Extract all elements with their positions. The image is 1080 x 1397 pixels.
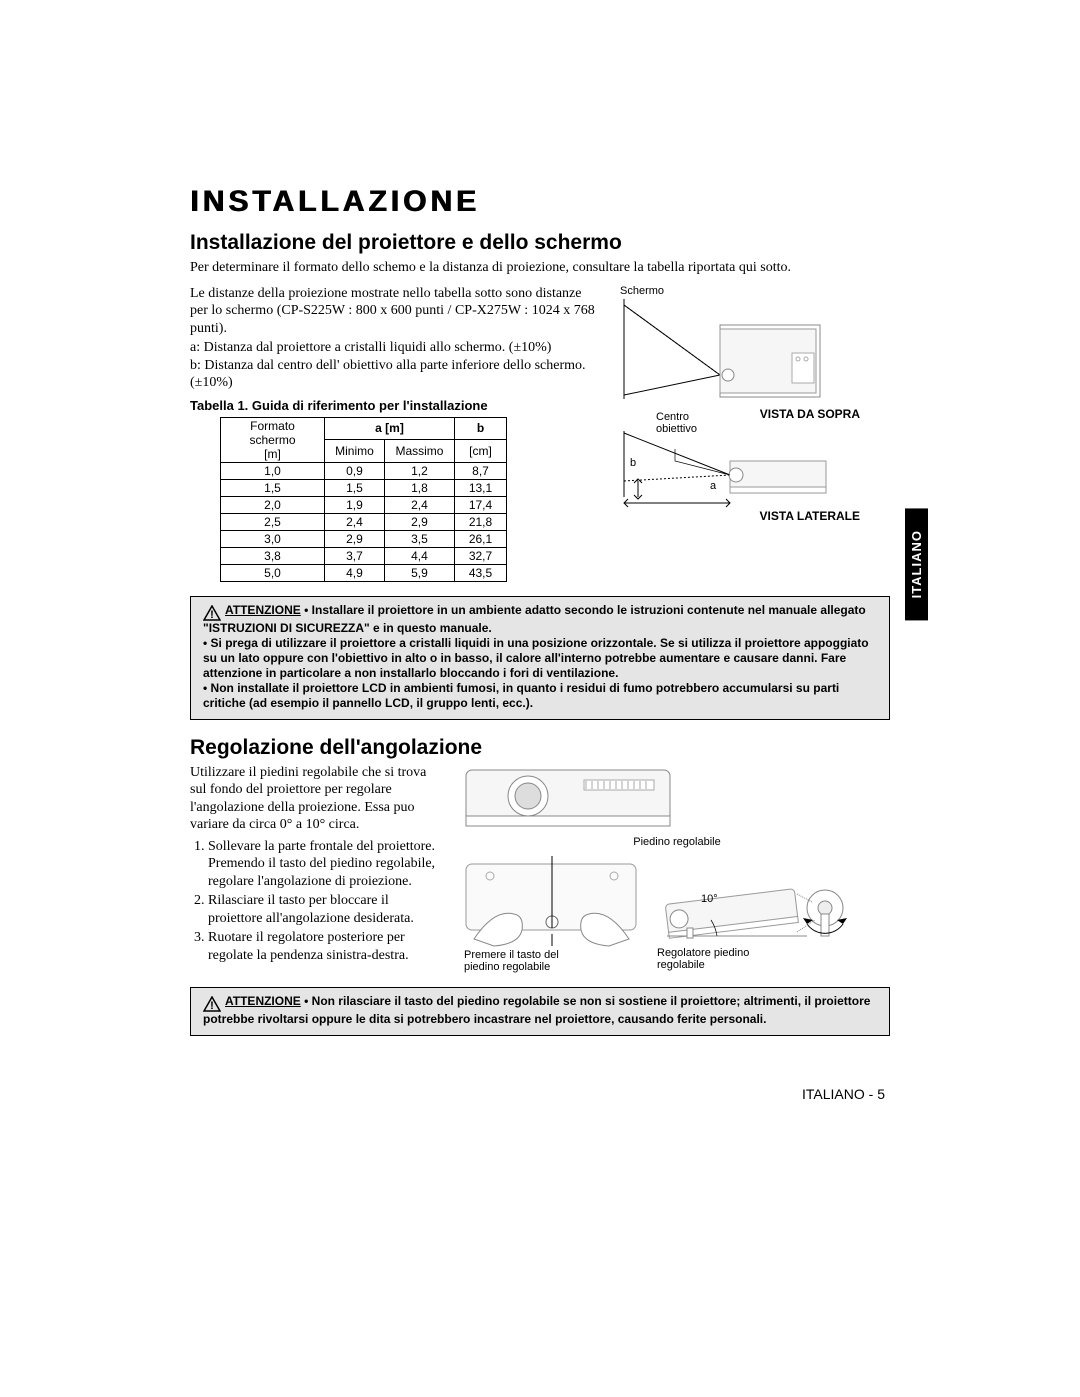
th-format-l2: [m] [264,447,281,461]
angle-text: Utilizzare il piedini regolabile che si … [190,764,440,967]
table-row: 2,52,42,921,8 [221,513,507,530]
section1-columns: Le distanze della proiezione mostrate ne… [190,285,890,582]
page-footer: ITALIANO - 5 [802,1086,885,1102]
warn2-prefix: ATTENZIONE [225,994,301,1008]
warn1-text: • Installare il proiettore in un ambient… [203,603,869,710]
dim-b-label: b [630,457,636,469]
section1-right: Schermo VISTA DA SOPRA [620,285,890,523]
projector-front-fig [464,764,674,834]
section1-left: Le distanze della proiezione mostrate ne… [190,285,602,582]
warning-box-2: ! ATTENZIONE • Non rilasciare il tasto d… [190,987,890,1036]
th-b1: b [477,421,484,435]
th-format-l1: Formato schermo [249,419,295,447]
table-row: 5,04,95,943,5 [221,564,507,581]
rear-adj-l1: Regolatore piedino [657,947,847,959]
warning-icon: ! [203,996,221,1012]
side-view-diagram [620,431,880,509]
section1-intro: Per determinare il formato dello schemo … [190,259,890,277]
th-b2: [cm] [455,440,507,463]
svg-text:!: ! [210,609,214,621]
th-max: Massimo [384,440,454,463]
dim-a-label: a [710,480,716,492]
angle-step-3: Ruotare il regolatore posteriore per reg… [208,929,440,964]
side-view-label: VISTA LATERALE [620,509,860,523]
table-row: 1,00,91,28,7 [221,462,507,479]
table-row: 3,02,93,526,1 [221,530,507,547]
warning-icon: ! [203,605,221,621]
section2-title: Regolazione dell'angolazione [190,736,890,760]
section1-title: Installazione del proiettore e dello sch… [190,231,890,255]
main-title: INSTALLAZIONE [190,185,890,219]
section1-para2c: b: Distanza dal centro dell' obiettivo a… [190,357,602,392]
language-tab: ITALIANO [905,508,928,620]
angle-intro: Utilizzare il piedini regolabile che si … [190,764,440,834]
angle-step-1: Sollevare la parte frontale del proietto… [208,838,440,891]
angle-row: Utilizzare il piedini regolabile che si … [190,764,890,973]
warn1-prefix: ATTENZIONE [225,603,301,617]
angle-side-fig: 10° Regolatore piedino regolabile [657,854,847,971]
th-min: Minimo [325,440,385,463]
svg-text:!: ! [210,1000,214,1012]
warn2-text: • Non rilasciare il tasto del piedino re… [203,994,870,1026]
table-row: 2,01,92,417,4 [221,496,507,513]
table-row: 1,51,51,813,1 [221,479,507,496]
press-btn-l1: Premere il tasto del [464,949,639,961]
press-button-fig: Premere il tasto del piedino regolabile [464,854,639,973]
section1-para2a: Le distanze della proiezione mostrate ne… [190,285,602,338]
angle-figures: Piedino regolabile Premere i [464,764,890,973]
table-caption: Tabella 1. Guida di riferimento per l'in… [190,398,602,413]
angle-step-2: Rilasciare il tasto per bloccare il proi… [208,892,440,927]
rear-adj-l2: regolabile [657,959,847,971]
warning-box-1: ! ATTENZIONE • Installare il proiettore … [190,596,890,720]
section1-para2b: a: Distanza dal proiettore a cristalli l… [190,339,602,357]
table-row: 3,83,74,432,7 [221,547,507,564]
press-btn-l2: piedino regolabile [464,961,639,973]
top-view-diagram [620,299,880,407]
th-a: a [m] [375,421,404,435]
screen-label: Schermo [620,285,890,297]
ten-deg-label: 10° [701,893,891,905]
lens-center-label: Centro obiettivo [656,411,697,435]
install-table: Formato schermo [m] a [m] b Minimo Massi… [220,417,507,582]
foot-adj-label: Piedino regolabile [464,836,890,848]
